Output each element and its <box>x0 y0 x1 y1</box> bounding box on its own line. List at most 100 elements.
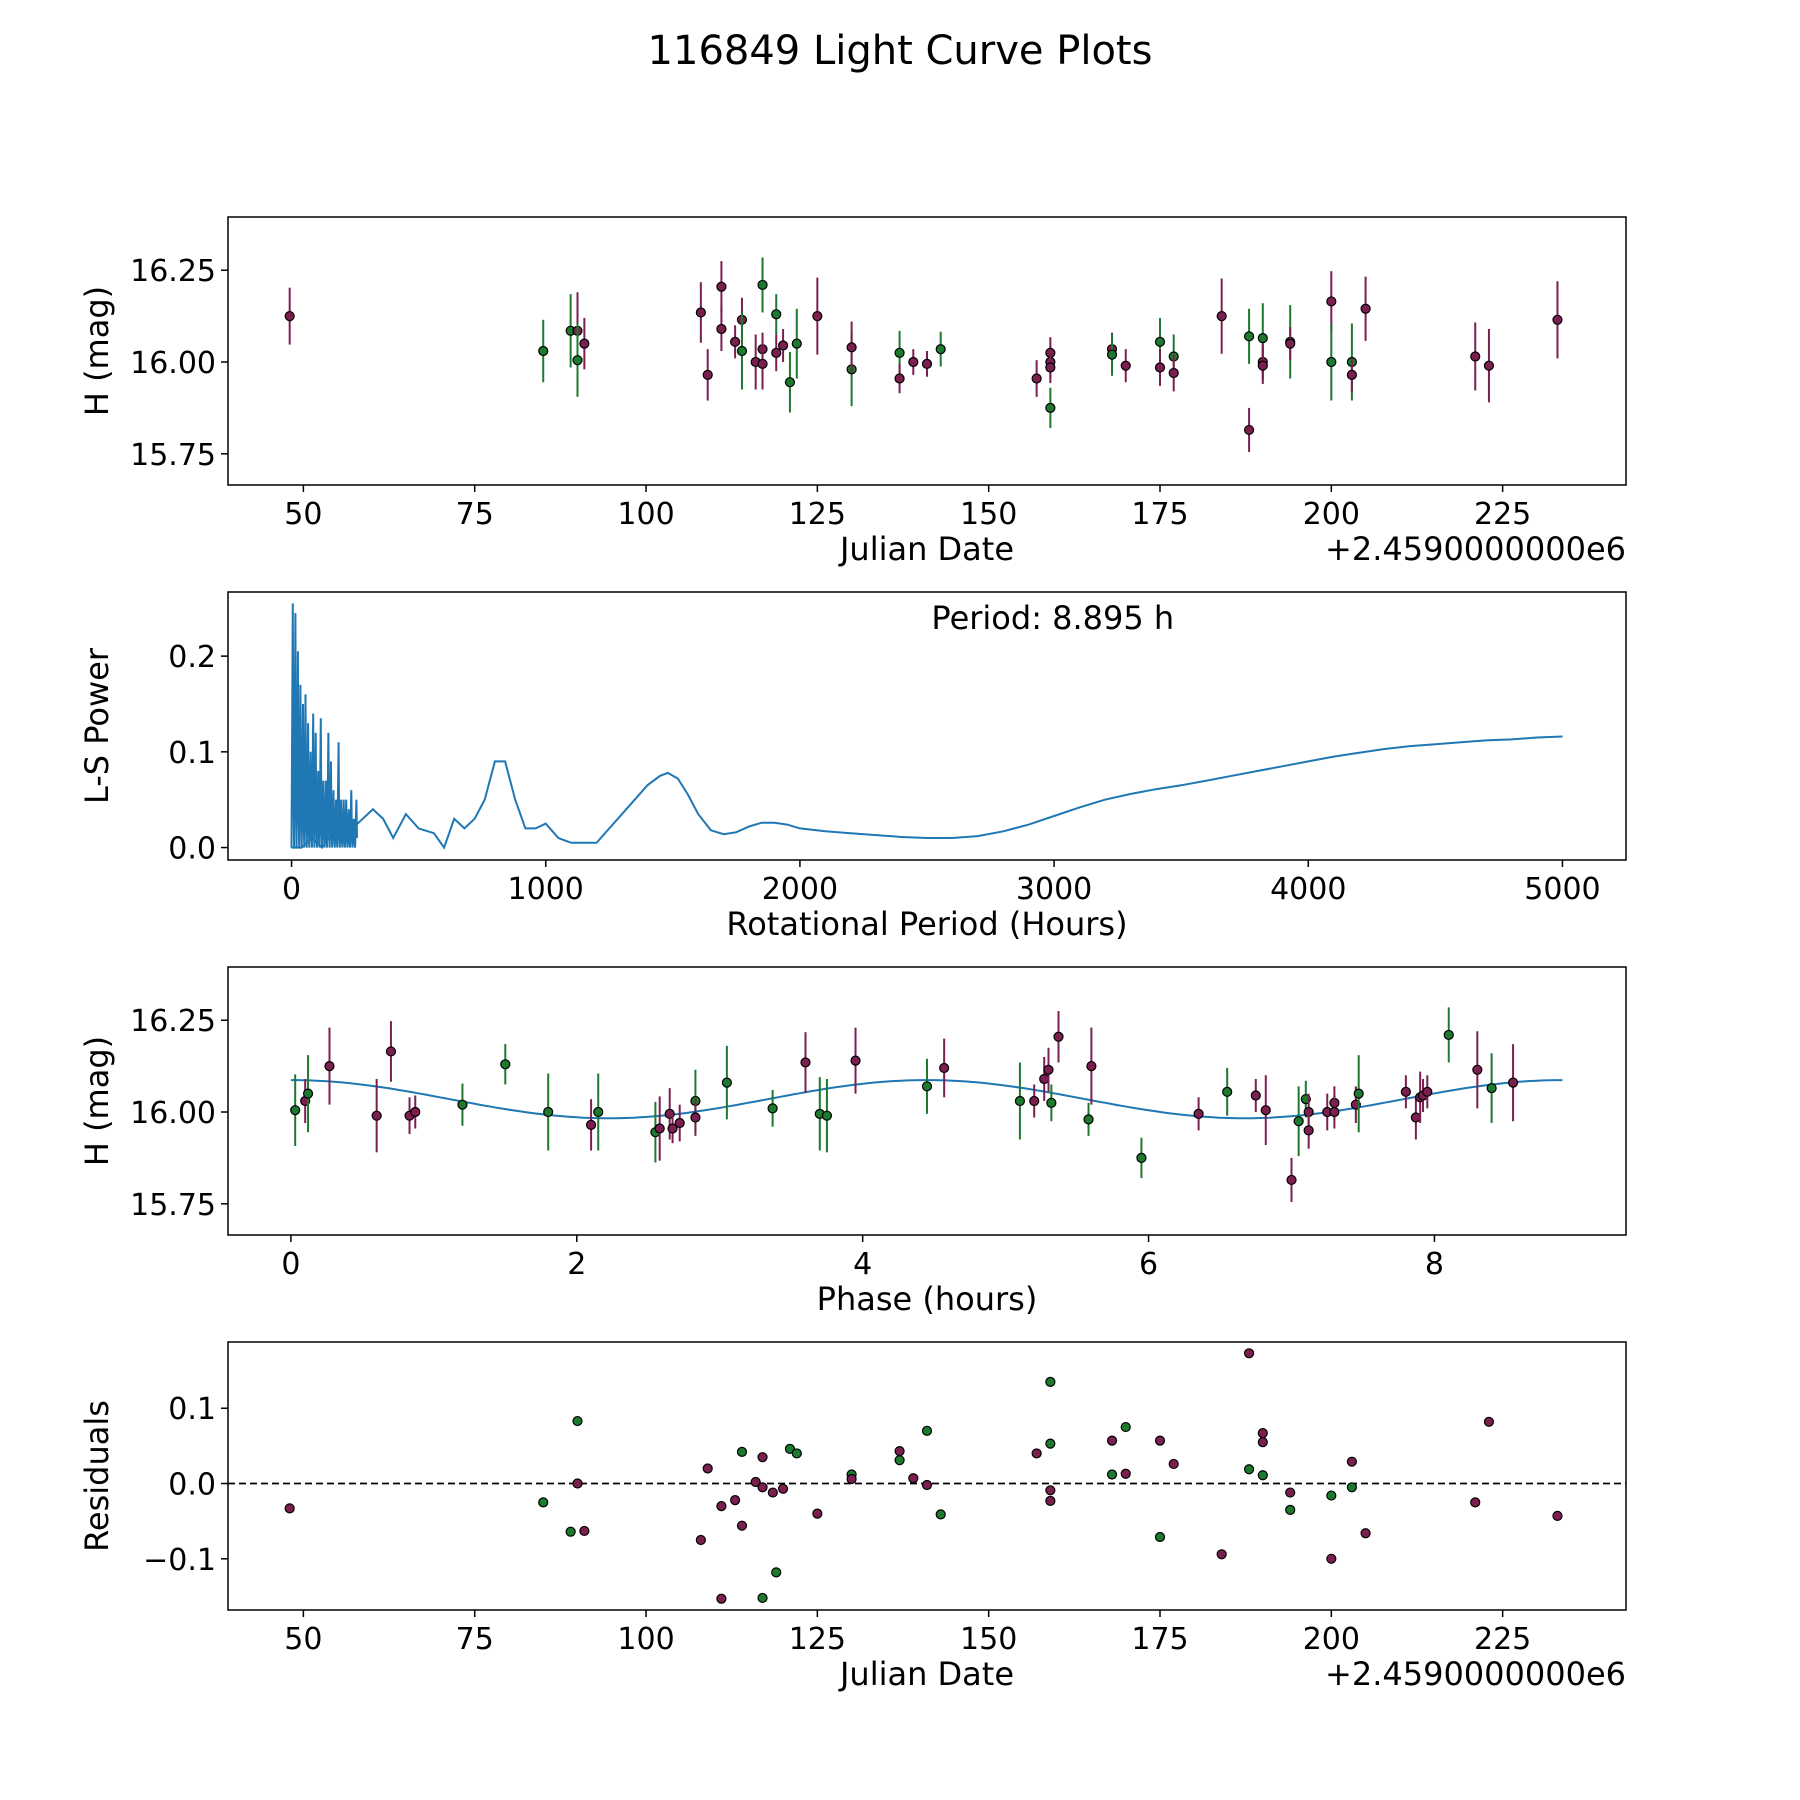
data-point <box>1243 1464 1255 1475</box>
data-point <box>1045 1485 1056 1496</box>
data-point <box>812 1508 823 1519</box>
y-axis-label: H (mag) <box>78 286 116 416</box>
x-tick-label: 75 <box>456 1622 494 1657</box>
data-point <box>791 338 802 349</box>
data-point <box>821 1110 833 1121</box>
data-point <box>1286 1174 1297 1186</box>
x-tick-label: 6 <box>1139 1247 1158 1282</box>
data-point <box>750 1476 761 1488</box>
data-point <box>1031 1448 1042 1459</box>
data-point <box>1470 351 1481 362</box>
data-point <box>777 1483 789 1494</box>
data-point <box>1120 1468 1131 1479</box>
y-tick-label: 15.75 <box>130 1188 216 1223</box>
data-point <box>1154 336 1166 347</box>
data-point <box>1483 1416 1495 1427</box>
data-point <box>721 1077 732 1088</box>
y-tick-label: 0.0 <box>168 1468 216 1503</box>
data-point <box>791 1448 802 1459</box>
data-point <box>1257 1437 1268 1448</box>
data-point <box>1257 360 1268 371</box>
x-axis-label: Julian Date <box>838 530 1014 568</box>
x-offset-label: +2.4590000000e6 <box>1325 530 1626 568</box>
data-point <box>538 1497 549 1508</box>
data-point <box>1045 1376 1056 1387</box>
data-point <box>1243 424 1255 436</box>
data-point <box>935 1509 946 1520</box>
data-point <box>1216 311 1227 322</box>
x-tick-label: 100 <box>617 497 674 532</box>
data-point <box>1326 1553 1337 1564</box>
data-point <box>736 1520 748 1531</box>
data-point <box>290 1105 301 1116</box>
data-point <box>1039 1073 1050 1085</box>
data-point <box>1552 1510 1563 1521</box>
x-tick-label: 150 <box>960 497 1017 532</box>
data-point <box>702 1463 713 1474</box>
data-point <box>500 1059 511 1070</box>
axes-residuals: 50 75 100 125 150 175 200 225 −0.1 0.0 0.1 Julian D… <box>78 1341 1627 1693</box>
y-axis-label: Residuals <box>78 1400 116 1552</box>
data-point <box>1053 1031 1064 1042</box>
data-point <box>1257 333 1268 344</box>
data-point <box>1260 1105 1271 1116</box>
data-point <box>921 1425 933 1436</box>
data-point <box>1326 1490 1337 1501</box>
axes-phase-folded: 0 2 4 6 8 15.75 16.00 16.25 Phase (hours) H (mag) <box>78 966 1627 1318</box>
data-point <box>1303 1125 1314 1136</box>
data-point <box>894 373 905 384</box>
data-point <box>1400 1086 1411 1097</box>
data-point <box>1045 1495 1056 1506</box>
data-point <box>1243 1348 1255 1359</box>
plot-area <box>284 257 1563 452</box>
data-point <box>1046 1097 1057 1108</box>
data-point <box>771 347 782 358</box>
x-axis-label: Rotational Period (Hours) <box>726 905 1127 943</box>
y-tick-label: 16.25 <box>130 254 216 289</box>
data-point <box>1552 314 1563 325</box>
data-point <box>284 1503 295 1514</box>
data-point <box>1243 331 1255 342</box>
data-point <box>757 1482 768 1493</box>
x-offset-label: +2.4590000000e6 <box>1325 1655 1626 1693</box>
data-point <box>1086 1061 1097 1072</box>
data-point <box>667 1123 678 1134</box>
data-point <box>921 358 933 369</box>
data-point <box>1470 1497 1481 1508</box>
data-point <box>767 1487 778 1498</box>
data-point <box>894 347 905 358</box>
data-point <box>894 1455 905 1466</box>
x-tick-label: 100 <box>617 1622 674 1657</box>
data-point <box>579 1525 590 1537</box>
data-point <box>695 1534 706 1546</box>
x-tick-label: 125 <box>789 497 846 532</box>
data-point <box>654 1123 665 1134</box>
data-point <box>850 1055 861 1066</box>
y-tick-label: 0.0 <box>168 832 216 867</box>
data-point <box>565 1526 576 1537</box>
data-point <box>1257 1427 1268 1439</box>
data-point <box>771 1567 782 1578</box>
x-tick-label: 225 <box>1474 497 1531 532</box>
data-point <box>771 309 782 320</box>
data-point <box>585 1119 597 1130</box>
data-point <box>908 1473 919 1484</box>
data-point <box>1193 1108 1204 1119</box>
data-point <box>1346 1482 1357 1493</box>
x-tick-label: 75 <box>456 497 494 532</box>
period-annotation: Period: 8.895 h <box>931 599 1174 637</box>
data-point <box>572 1415 583 1427</box>
data-point <box>736 345 748 357</box>
data-point <box>784 377 796 388</box>
data-point <box>846 1473 857 1485</box>
data-point <box>1285 1487 1296 1498</box>
data-point <box>1410 1112 1421 1123</box>
axes-frame <box>227 216 1627 486</box>
x-tick-label: 3000 <box>1016 872 1092 907</box>
periodogram-dense-peaks <box>290 603 358 848</box>
x-tick-label: 1000 <box>508 872 584 907</box>
axes-frame <box>227 591 1627 861</box>
x-tick-label: 0 <box>281 1247 300 1282</box>
data-point <box>757 358 768 369</box>
